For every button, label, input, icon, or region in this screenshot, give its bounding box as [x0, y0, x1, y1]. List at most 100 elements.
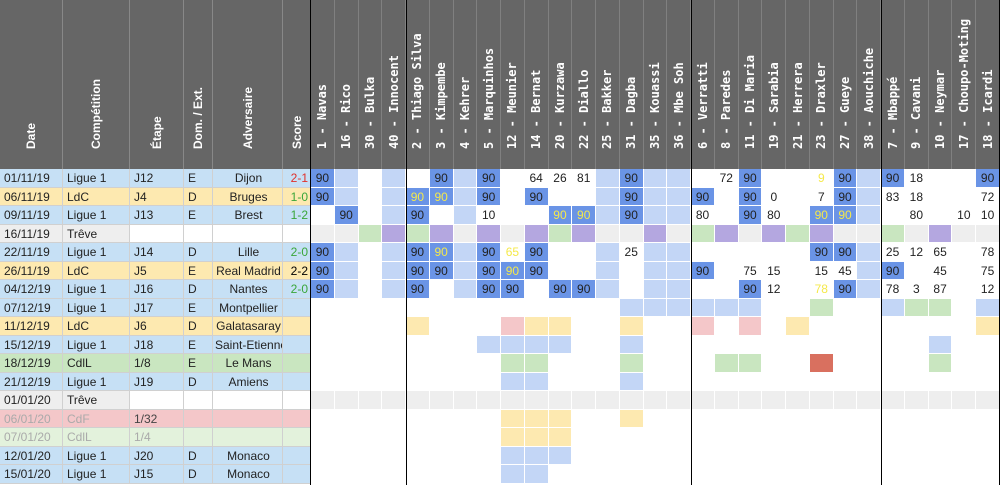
minutes-cell: [524, 465, 549, 484]
minutes-cell: [596, 298, 620, 317]
minutes-cell: [358, 243, 383, 262]
minutes-cell: [714, 206, 739, 225]
minutes-cell: [738, 298, 763, 317]
player-name: 25 - Bakker: [600, 69, 615, 149]
minutes-cell: [691, 335, 715, 354]
player-header: 35 - Kouassi: [643, 0, 668, 169]
minutes-cell: [691, 224, 715, 243]
player-header: 11 - Di Maria: [738, 0, 763, 169]
minutes-cell: [572, 224, 597, 243]
minutes-cell: [952, 243, 977, 262]
minutes-cell: 90: [311, 169, 335, 188]
minutes-cell: 90: [334, 206, 359, 225]
minutes-cell: 90: [738, 280, 763, 299]
minutes-cell: [857, 280, 882, 299]
player-header: 20 - Kurzawa: [548, 0, 573, 169]
minutes-cell: [881, 465, 905, 484]
minutes-cell: [833, 428, 858, 447]
minutes-cell: [762, 169, 787, 188]
player-name: 35 - Kouassi: [647, 62, 662, 149]
minutes-cell: [619, 409, 644, 428]
minutes-cell: [572, 446, 597, 465]
group-separator: [691, 0, 693, 485]
minutes-cell: [382, 224, 407, 243]
minutes-cell: [501, 354, 525, 373]
minutes-cell: [952, 280, 977, 299]
minutes-cell: [786, 391, 810, 410]
minutes-cell: [904, 224, 929, 243]
minutes-cell: [881, 409, 905, 428]
header-date-label: Date: [24, 122, 38, 149]
match-de: [184, 428, 213, 447]
minutes-cell: [453, 317, 478, 336]
minutes-cell: [643, 446, 668, 465]
minutes-cell: [334, 169, 359, 188]
minutes-cell: [857, 372, 882, 391]
minutes-cell: 90: [881, 261, 905, 280]
match-score: [283, 391, 311, 410]
minutes-cell: 90: [311, 261, 335, 280]
minutes-cell: [406, 354, 430, 373]
minutes-cell: 90: [809, 243, 834, 262]
minutes-cell: [881, 354, 905, 373]
match-score: 2-0: [283, 280, 311, 299]
match-de: E: [184, 206, 213, 225]
minutes-cell: [786, 298, 810, 317]
minutes-cell: 15: [809, 261, 834, 280]
minutes-cell: 90: [833, 169, 858, 188]
match-de: [184, 391, 213, 410]
minutes-cell: [311, 354, 335, 373]
match-etape: J18: [130, 335, 184, 354]
player-name: 30 - Bulka: [362, 76, 377, 149]
minutes-cell: 90: [406, 243, 430, 262]
minutes-cell: [762, 243, 787, 262]
minutes-cell: [524, 409, 549, 428]
minutes-cell: [952, 335, 977, 354]
minutes-cell: [524, 391, 549, 410]
player-header: 40 - Innocent: [382, 0, 407, 169]
match-etape: J5: [130, 261, 184, 280]
minutes-cell: [311, 409, 335, 428]
match-date: 12/01/20: [0, 446, 63, 465]
minutes-cell: [429, 335, 454, 354]
minutes-cell: [429, 280, 454, 299]
match-comp: LdC: [63, 261, 130, 280]
minutes-cell: [714, 335, 739, 354]
match-opp: Amiens: [213, 372, 283, 391]
minutes-cell: [667, 446, 692, 465]
minutes-cell: [334, 261, 359, 280]
player-name: 3 - Kimpembe: [434, 62, 449, 149]
minutes-cell: [619, 354, 644, 373]
player-name: 12 - Meunier: [505, 62, 520, 149]
minutes-cell: [714, 261, 739, 280]
minutes-cell: 10: [952, 206, 977, 225]
minutes-cell: [714, 446, 739, 465]
minutes-cell: 10: [976, 206, 1000, 225]
match-comp: Trêve: [63, 391, 130, 410]
minutes-cell: [548, 317, 573, 336]
minutes-cell: 90: [524, 261, 549, 280]
minutes-cell: 90: [738, 187, 763, 206]
minutes-cell: [382, 335, 407, 354]
minutes-cell: [643, 187, 668, 206]
header-dom_ext-label: Dom. / Ext.: [191, 86, 205, 149]
minutes-cell: [809, 372, 834, 391]
minutes-cell: [619, 280, 644, 299]
minutes-cell: 90: [406, 261, 430, 280]
match-date: 01/01/20: [0, 391, 63, 410]
minutes-cell: [667, 335, 692, 354]
minutes-cell: [809, 224, 834, 243]
player-header: 17 - Choupo-Moting: [952, 0, 977, 169]
minutes-cell: [976, 317, 1000, 336]
minutes-cell: [453, 261, 478, 280]
player-name: 40 - Innocent: [386, 55, 401, 149]
minutes-cell: [311, 372, 335, 391]
match-opp: Montpellier: [213, 298, 283, 317]
match-date: 09/11/19: [0, 206, 63, 225]
minutes-cell: [738, 335, 763, 354]
player-name: 9 - Cavani: [909, 76, 924, 149]
match-etape: J13: [130, 206, 184, 225]
minutes-cell: [714, 317, 739, 336]
player-header: 25 - Bakker: [596, 0, 620, 169]
match-score: [283, 298, 311, 317]
